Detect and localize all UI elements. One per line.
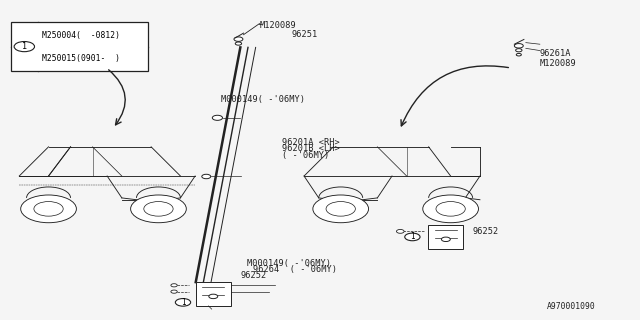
Circle shape <box>202 174 211 179</box>
Text: M120089: M120089 <box>259 21 296 30</box>
Text: 96252: 96252 <box>241 271 267 280</box>
Text: 1: 1 <box>410 232 415 241</box>
Text: 1: 1 <box>22 42 27 51</box>
Circle shape <box>313 195 369 223</box>
Circle shape <box>423 195 479 223</box>
Circle shape <box>442 237 451 242</box>
Circle shape <box>516 49 522 52</box>
Text: 1: 1 <box>180 298 186 307</box>
Circle shape <box>171 290 177 293</box>
Circle shape <box>144 202 173 216</box>
Text: M000149( -'06MY): M000149( -'06MY) <box>246 259 331 268</box>
Circle shape <box>14 42 35 52</box>
Circle shape <box>175 299 191 306</box>
Text: 96264  ( -'06MY): 96264 ( -'06MY) <box>253 265 337 274</box>
Text: 96252: 96252 <box>473 227 499 236</box>
Circle shape <box>131 195 186 223</box>
Text: M120089: M120089 <box>540 59 577 68</box>
Circle shape <box>516 53 522 56</box>
Text: M250015(0901-  ): M250015(0901- ) <box>42 54 120 63</box>
Text: M000149( -'06MY): M000149( -'06MY) <box>221 95 305 104</box>
Circle shape <box>20 195 76 223</box>
Circle shape <box>326 202 355 216</box>
Circle shape <box>236 42 242 45</box>
Circle shape <box>209 294 218 299</box>
Circle shape <box>171 284 177 287</box>
Text: 96251: 96251 <box>291 30 317 39</box>
Text: ( -'06MY): ( -'06MY) <box>282 151 329 160</box>
Text: M250004(  -0812): M250004( -0812) <box>42 31 120 40</box>
Bar <box>196 282 231 306</box>
Circle shape <box>436 202 465 216</box>
Text: 96201A <RH>: 96201A <RH> <box>282 138 339 147</box>
Circle shape <box>234 37 243 41</box>
Bar <box>11 22 148 71</box>
Text: 96201B <LH>: 96201B <LH> <box>282 144 339 153</box>
Circle shape <box>515 44 524 48</box>
Circle shape <box>34 202 63 216</box>
Circle shape <box>396 229 404 233</box>
Bar <box>428 225 463 249</box>
Text: 96261A: 96261A <box>540 49 572 58</box>
Text: A970001090: A970001090 <box>547 302 596 311</box>
Circle shape <box>404 233 420 241</box>
Circle shape <box>212 115 223 120</box>
